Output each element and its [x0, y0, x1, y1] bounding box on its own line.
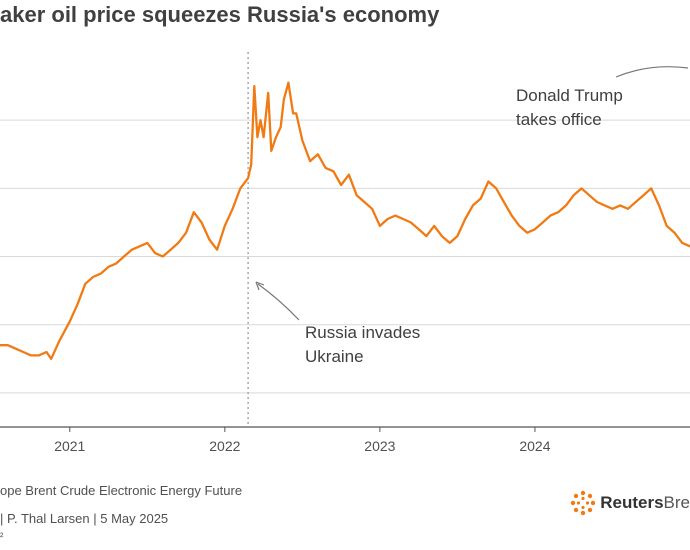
x-tick-label-2024: 2024: [519, 438, 550, 454]
logo-text-breakingviews: Bre: [663, 493, 690, 512]
invasion-arrowhead-icon: [255, 281, 265, 291]
invasion-annotation-arrow: [257, 283, 300, 321]
x-tick-label-2021: 2021: [54, 438, 85, 454]
brent-price-line: [0, 81, 690, 360]
reuters-breakingviews-logo: Reuters Bre: [570, 490, 690, 516]
x-tick-labels: 2021 2022 2023 2024: [54, 427, 551, 454]
trump-annotation-arrow: [615, 66, 689, 78]
reuters-dots-icon: [571, 490, 596, 516]
x-tick-label-2023: 2023: [364, 438, 395, 454]
credit-line: | P. Thal Larsen | 5 May 2025: [0, 511, 169, 526]
logo-text-reuters: Reuters: [600, 493, 664, 512]
footnote-mark: ²: [0, 532, 4, 543]
trump-annotation-line-2: takes office: [516, 110, 602, 129]
chart: 2021 2022 2023 2024 Donald Trump takes offi…: [0, 52, 690, 454]
invasion-annotation-line-1: Russia invades: [305, 323, 420, 342]
x-tick-label-2022: 2022: [209, 438, 240, 454]
invasion-annotation-line-2: Ukraine: [305, 347, 364, 366]
source-line: ope Brent Crude Electronic Energy Future: [0, 483, 243, 498]
gridlines: [0, 119, 690, 394]
trump-annotation-line-1: Donald Trump: [516, 86, 623, 105]
chart-title: aker oil price squeezes Russia's economy: [0, 2, 440, 27]
